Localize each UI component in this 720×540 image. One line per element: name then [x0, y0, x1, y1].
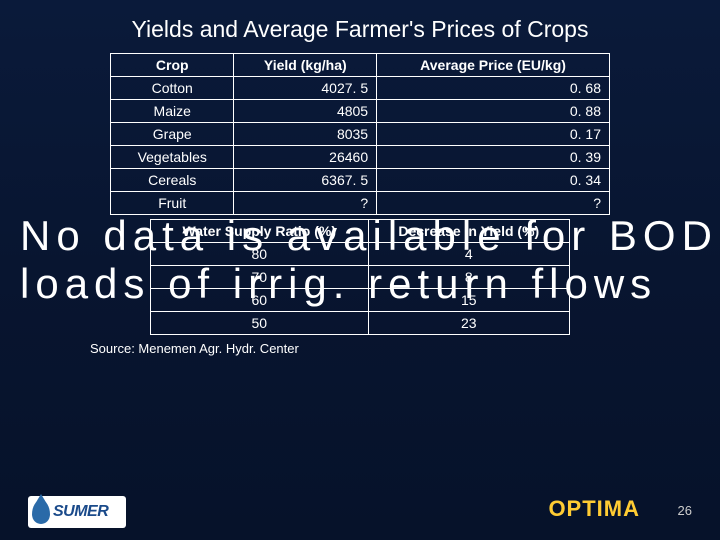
cell-yield: 4805 [234, 100, 377, 123]
cell-crop: Cotton [111, 77, 234, 100]
water-drop-icon [32, 500, 50, 524]
table-row: Maize48050. 88 [111, 100, 610, 123]
table-row: Vegetables264600. 39 [111, 146, 610, 169]
cell-crop: Vegetables [111, 146, 234, 169]
cell-yield: ? [234, 192, 377, 215]
brand-label: OPTIMA [548, 496, 640, 522]
crops-table: Crop Yield (kg/ha) Average Price (EU/kg)… [110, 53, 610, 215]
col-water: Water Supply Ratio (%) [151, 220, 369, 243]
footer: SUMER OPTIMA 26 [0, 484, 720, 530]
cell-yield: 6367. 5 [234, 169, 377, 192]
cell-water: 60 [151, 289, 369, 312]
source-caption: Source: Menemen Agr. Hydr. Center [90, 341, 720, 356]
table-row: Grape80350. 17 [111, 123, 610, 146]
cell-decrease: 23 [368, 312, 569, 335]
cell-yield: 4027. 5 [234, 77, 377, 100]
cell-price: 0. 39 [377, 146, 610, 169]
cell-crop: Grape [111, 123, 234, 146]
col-decrease: Decrease in Yield (%) [368, 220, 569, 243]
cell-price: 0. 34 [377, 169, 610, 192]
col-price: Average Price (EU/kg) [377, 54, 610, 77]
table-row: Cereals6367. 50. 34 [111, 169, 610, 192]
cell-decrease: 15 [368, 289, 569, 312]
cell-yield: 26460 [234, 146, 377, 169]
sumer-logo: SUMER [28, 496, 126, 528]
table-header-row: Crop Yield (kg/ha) Average Price (EU/kg) [111, 54, 610, 77]
cell-crop: Cereals [111, 169, 234, 192]
table-row: Cotton4027. 50. 68 [111, 77, 610, 100]
cell-water: 70 [151, 266, 369, 289]
page-number: 26 [678, 503, 692, 518]
table-row: 804 [151, 243, 570, 266]
table-row: 708 [151, 266, 570, 289]
cell-decrease: 8 [368, 266, 569, 289]
slide-title: Yields and Average Farmer's Prices of Cr… [0, 0, 720, 53]
cell-decrease: 4 [368, 243, 569, 266]
water-supply-table: Water Supply Ratio (%) Decrease in Yield… [150, 219, 570, 335]
cell-water: 50 [151, 312, 369, 335]
cell-price: 0. 68 [377, 77, 610, 100]
table-row: 6015 [151, 289, 570, 312]
cell-price: ? [377, 192, 610, 215]
cell-yield: 8035 [234, 123, 377, 146]
table-header-row: Water Supply Ratio (%) Decrease in Yield… [151, 220, 570, 243]
cell-water: 80 [151, 243, 369, 266]
logo-text: SUMER [53, 503, 108, 521]
table-row: 5023 [151, 312, 570, 335]
table-row: Fruit?? [111, 192, 610, 215]
col-crop: Crop [111, 54, 234, 77]
cell-crop: Maize [111, 100, 234, 123]
cell-price: 0. 17 [377, 123, 610, 146]
col-yield: Yield (kg/ha) [234, 54, 377, 77]
cell-crop: Fruit [111, 192, 234, 215]
cell-price: 0. 88 [377, 100, 610, 123]
